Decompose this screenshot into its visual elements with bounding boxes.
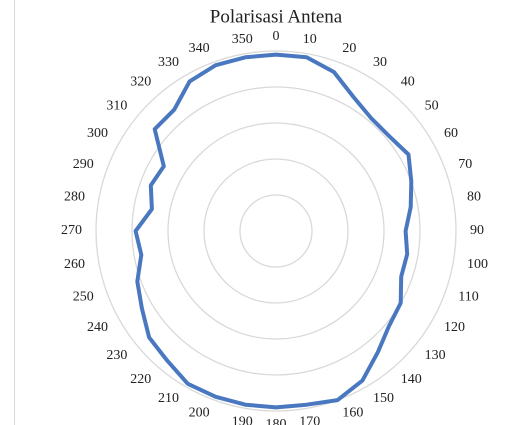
angle-label: 190 bbox=[232, 414, 253, 425]
angle-label: 200 bbox=[189, 406, 210, 421]
angle-label: 180 bbox=[266, 417, 287, 425]
angle-label: 290 bbox=[73, 157, 94, 172]
chart-title: Polarisasi Antena bbox=[210, 6, 343, 27]
angle-label: 90 bbox=[470, 223, 484, 238]
angle-label: 0 bbox=[273, 29, 280, 44]
grid-ring bbox=[95, 50, 457, 412]
grid-ring bbox=[239, 194, 313, 268]
angle-label: 10 bbox=[303, 32, 317, 47]
angle-label: 250 bbox=[73, 290, 94, 305]
angle-label: 160 bbox=[342, 406, 363, 421]
angle-label: 140 bbox=[401, 372, 422, 387]
angle-label: 60 bbox=[444, 126, 458, 141]
angle-label: 330 bbox=[158, 55, 179, 70]
angle-label: 150 bbox=[373, 391, 394, 406]
grid-ring bbox=[167, 122, 385, 340]
angle-label: 70 bbox=[458, 157, 472, 172]
grid-ring bbox=[131, 86, 421, 376]
angle-label: 260 bbox=[64, 257, 85, 272]
angle-label: 120 bbox=[444, 320, 465, 335]
angle-label: 310 bbox=[106, 99, 127, 114]
angle-label: 320 bbox=[130, 75, 151, 90]
angle-label: 100 bbox=[467, 257, 488, 272]
angle-label: 40 bbox=[401, 75, 415, 90]
angle-label: 230 bbox=[106, 348, 127, 363]
angle-label: 340 bbox=[189, 41, 210, 56]
angle-label: 210 bbox=[158, 391, 179, 406]
angle-label: 220 bbox=[130, 372, 151, 387]
angle-label: 50 bbox=[425, 99, 439, 114]
angle-label: 270 bbox=[61, 223, 82, 238]
angle-label: 300 bbox=[87, 126, 108, 141]
series-line bbox=[133, 52, 414, 410]
grid-ring bbox=[203, 158, 349, 304]
angle-label: 30 bbox=[373, 55, 387, 70]
angle-label: 20 bbox=[342, 41, 356, 56]
angle-label: 130 bbox=[425, 348, 446, 363]
angle-label: 170 bbox=[299, 414, 320, 425]
angle-label: 280 bbox=[64, 190, 85, 205]
angle-label: 80 bbox=[467, 190, 481, 205]
angle-label: 350 bbox=[232, 32, 253, 47]
angle-label: 240 bbox=[87, 320, 108, 335]
angle-label: 110 bbox=[458, 290, 478, 305]
